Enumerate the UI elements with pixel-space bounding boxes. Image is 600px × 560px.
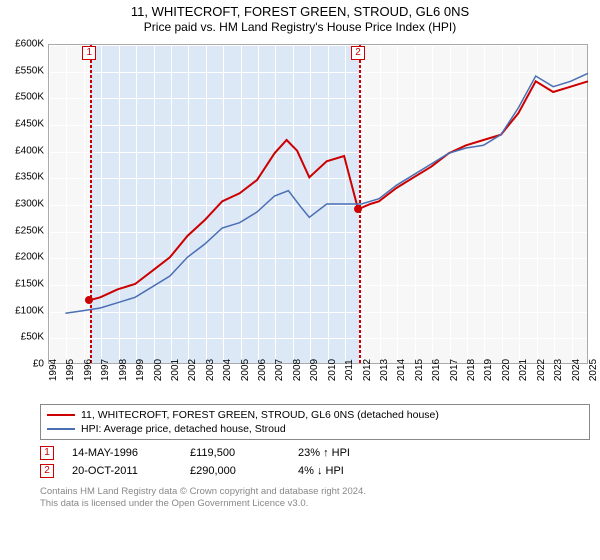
legend-item: HPI: Average price, detached house, Stro… [47,422,583,436]
title-subtitle: Price paid vs. HM Land Registry's House … [0,20,600,34]
chart-title-block: 11, WHITECROFT, FOREST GREEN, STROUD, GL… [0,0,600,36]
table-row: 2 20-OCT-2011 £290,000 4% ↓ HPI [40,462,590,480]
tx-marker-box: 1 [40,446,54,460]
tx-delta: 23% ↑ HPI [298,444,378,462]
tx-date: 14-MAY-1996 [72,444,172,462]
transaction-table: 1 14-MAY-1996 £119,500 23% ↑ HPI 2 20-OC… [40,444,590,480]
line-series-svg [8,38,594,398]
chart-container: £0£50K£100K£150K£200K£250K£300K£350K£400… [8,38,594,398]
footer-credits: Contains HM Land Registry data © Crown c… [40,486,590,510]
tx-date: 20-OCT-2011 [72,462,172,480]
legend-item: 11, WHITECROFT, FOREST GREEN, STROUD, GL… [47,408,583,422]
legend-swatch [47,428,75,430]
legend-label: 11, WHITECROFT, FOREST GREEN, STROUD, GL… [81,408,439,422]
tx-price: £290,000 [190,462,280,480]
legend-box: 11, WHITECROFT, FOREST GREEN, STROUD, GL… [40,404,590,440]
title-address: 11, WHITECROFT, FOREST GREEN, STROUD, GL… [0,4,600,19]
legend-swatch [47,414,75,416]
series-property [89,81,588,300]
tx-marker-box: 2 [40,464,54,478]
legend-label: HPI: Average price, detached house, Stro… [81,422,286,436]
footer-line: This data is licensed under the Open Gov… [40,498,590,510]
table-row: 1 14-MAY-1996 £119,500 23% ↑ HPI [40,444,590,462]
tx-price: £119,500 [190,444,280,462]
footer-line: Contains HM Land Registry data © Crown c… [40,486,590,498]
tx-delta: 4% ↓ HPI [298,462,378,480]
